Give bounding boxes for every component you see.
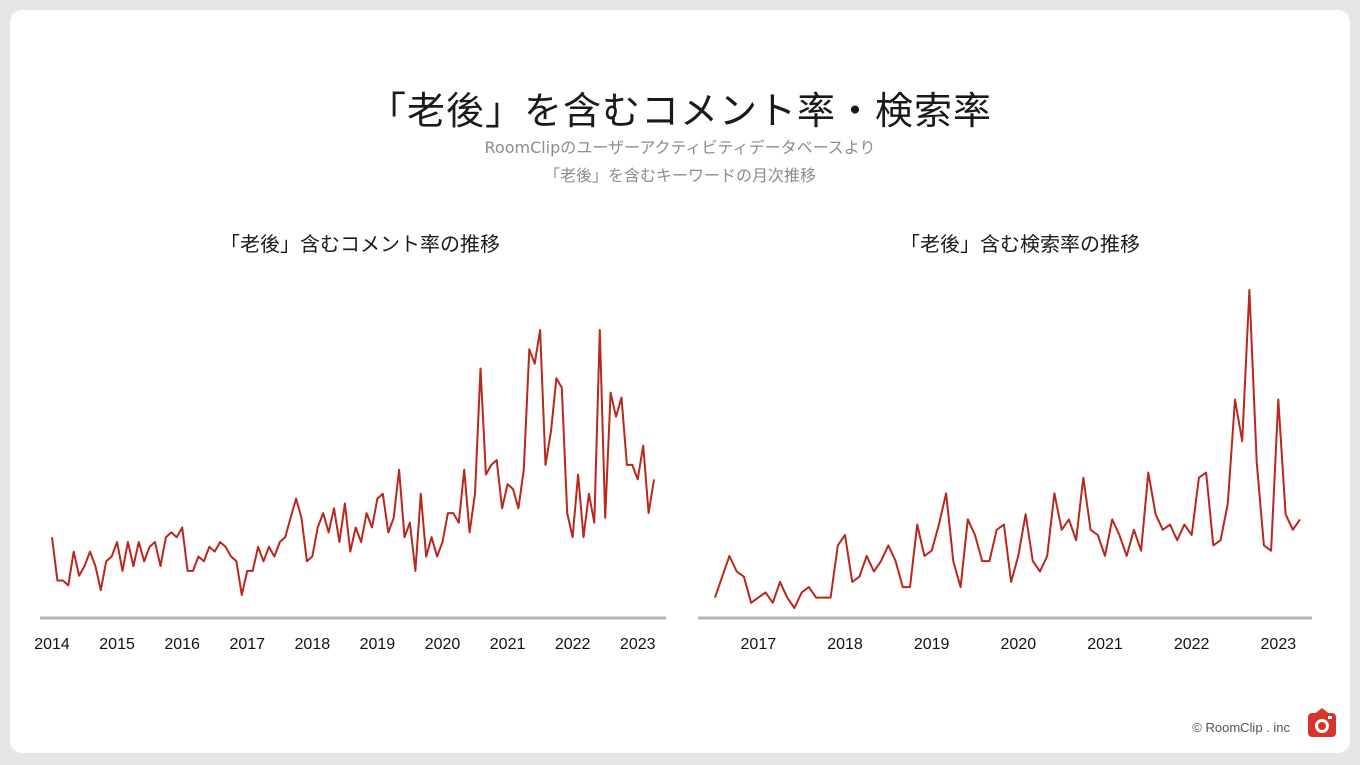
comment-tick-label: 2019 xyxy=(360,636,396,653)
search-tick-label: 2022 xyxy=(1174,636,1210,653)
search-tick-label: 2017 xyxy=(741,636,777,653)
comment-chart-title: 「老後」含むコメント率の推移 xyxy=(220,232,500,256)
search-tick-label: 2023 xyxy=(1261,636,1297,653)
comment-tick-label: 2021 xyxy=(490,636,526,653)
search-series-line xyxy=(714,289,1301,609)
search-tick-label: 2018 xyxy=(827,636,863,653)
comment-tick-label: 2022 xyxy=(555,636,591,653)
copyright-text: © RoomClip . inc xyxy=(1192,720,1290,735)
comment-tick-label: 2023 xyxy=(620,636,656,653)
search-tick-label: 2021 xyxy=(1087,636,1123,653)
roomclip-logo-icon xyxy=(1306,707,1338,739)
search-tick-label: 2020 xyxy=(1001,636,1037,653)
subtitle-description: 「老後」を含むキーワードの月次推移 xyxy=(543,166,816,185)
search-chart-title: 「老後」含む検索率の推移 xyxy=(900,232,1140,256)
comment-series-line xyxy=(51,329,655,596)
search-tick-label: 2019 xyxy=(914,636,950,653)
comment-tick-label: 2015 xyxy=(99,636,135,653)
comment-tick-label: 2020 xyxy=(425,636,461,653)
slide: 「老後」を含むコメント率・検索率 RoomClipのユーザーアクティビティデータ… xyxy=(10,10,1350,753)
comment-tick-label: 2017 xyxy=(229,636,265,653)
comment-tick-label: 2018 xyxy=(295,636,331,653)
page-title: 「老後」を含むコメント率・検索率 xyxy=(367,89,992,133)
subtitle-source: RoomClipのユーザーアクティビティデータベースより xyxy=(484,138,876,157)
comment-tick-label: 2014 xyxy=(34,636,70,653)
comment-tick-label: 2016 xyxy=(164,636,200,653)
charts-canvas: 2014 2015 2016 2017 2018 2019 2020 2021 2022 2023… xyxy=(34,289,1312,653)
